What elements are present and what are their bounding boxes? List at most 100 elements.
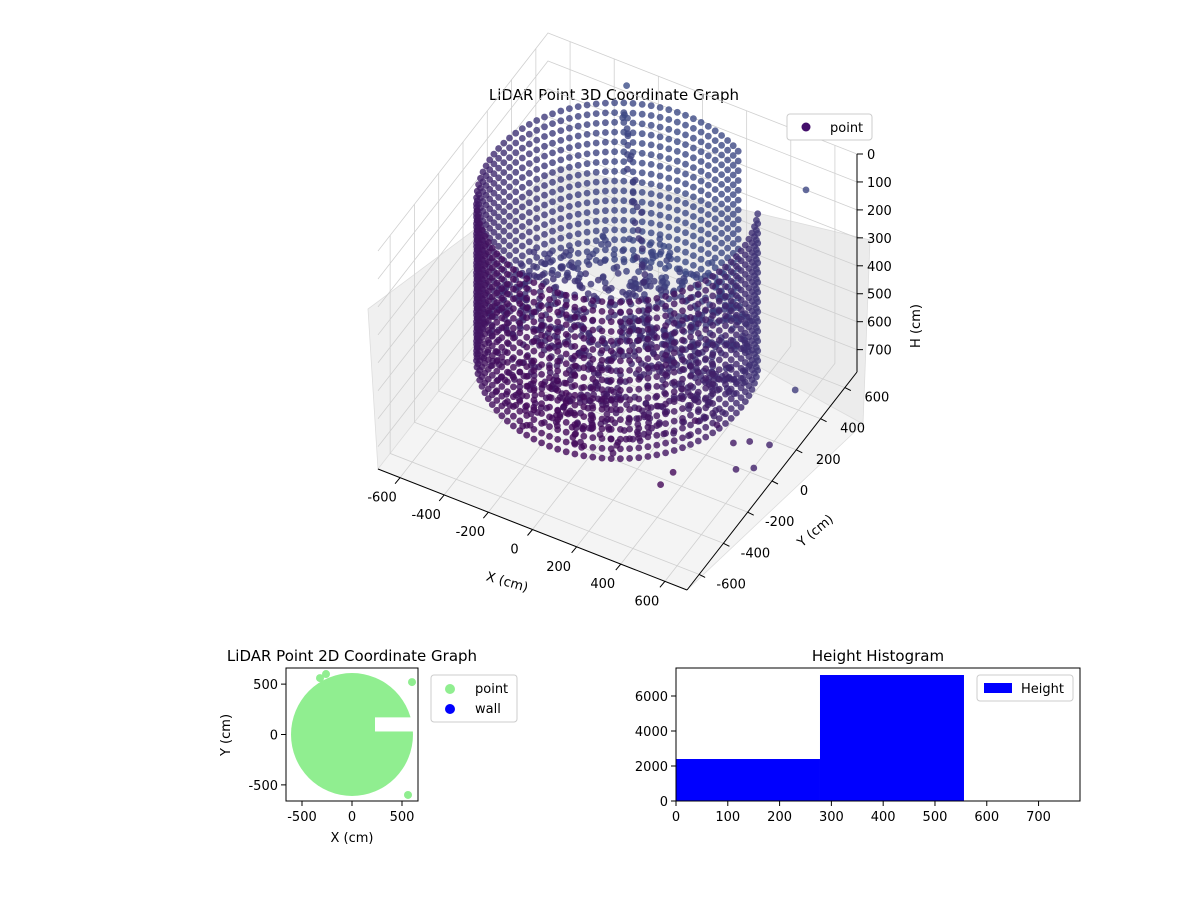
point-marker-3d (718, 190, 725, 198)
point-marker-3d (554, 328, 562, 336)
point-marker-3d (548, 269, 556, 277)
point-marker-3d (562, 448, 570, 456)
point-marker-3d (571, 382, 579, 389)
point-marker-3d (629, 139, 637, 146)
point-marker-3d (653, 373, 661, 380)
point-marker-3d (583, 170, 591, 177)
plot-3d: LiDAR Point 3D Coordinate Graph -600-400… (367, 32, 924, 609)
point-marker-3d (737, 247, 745, 255)
point-marker-2d (316, 674, 324, 683)
point-marker-3d (571, 411, 579, 419)
point-marker-3d (729, 161, 737, 169)
point-marker-3d (506, 232, 513, 240)
point-marker-3d (647, 161, 655, 168)
x-tick-label-histogram: 700 (1026, 810, 1051, 825)
point-marker-3d (571, 294, 579, 301)
point-marker-3d (647, 141, 655, 149)
point-marker-3d (617, 308, 624, 316)
point-marker-3d (687, 372, 694, 380)
point-marker-3d (631, 219, 639, 227)
point-marker-3d (709, 361, 717, 368)
point-marker-3d (682, 209, 689, 217)
point-marker-3d (729, 171, 737, 179)
point-marker-3d (583, 101, 591, 109)
point-marker-3d (518, 223, 526, 230)
point-marker-3d (687, 382, 694, 390)
point-marker-3d (546, 345, 553, 352)
point-marker-3d (635, 395, 643, 403)
point-marker-3d (708, 259, 716, 266)
point-marker-3d (656, 113, 664, 121)
point-marker-3d (533, 185, 541, 193)
point-marker-3d (473, 200, 480, 208)
point-marker-3d (498, 295, 506, 302)
point-marker-3d (541, 221, 548, 229)
point-marker-3d (679, 297, 686, 305)
point-marker-3d (638, 159, 646, 167)
grid-line-z (377, 32, 858, 252)
point-marker-3d (737, 296, 745, 304)
point-marker-3d (592, 149, 600, 157)
point-marker-3d (617, 406, 624, 414)
point-marker-3d (580, 295, 588, 303)
legend-2d-point-marker (445, 684, 455, 694)
point-marker-3d (566, 212, 573, 220)
point-marker-3d (727, 268, 735, 275)
point-marker-3d (518, 125, 526, 132)
point-marker-3d (583, 228, 591, 236)
point-marker-3d (611, 236, 618, 244)
point-marker-3d (694, 339, 702, 347)
point-marker-3d (694, 378, 702, 386)
point-marker-3d (477, 174, 484, 182)
y-tick-label-3d: -200 (765, 515, 795, 530)
point-marker-3d (510, 295, 517, 303)
point-marker-3d (734, 235, 742, 243)
point-marker-3d (533, 224, 541, 232)
point-marker-3d (518, 242, 526, 250)
point-marker-3d (729, 230, 737, 238)
point-marker-3d (602, 207, 609, 215)
point-marker-3d (715, 288, 723, 295)
point-marker-3d (602, 168, 609, 176)
point-cloud-3d (473, 82, 810, 488)
point-marker-3d (557, 205, 565, 213)
point-marker-3d (679, 317, 686, 324)
point-marker-3d (530, 248, 538, 256)
point-marker-3d (488, 313, 496, 320)
x-tick-3d (659, 581, 666, 588)
point-marker-3d (533, 205, 541, 213)
x-tick-label-histogram: 400 (871, 810, 896, 825)
point-marker-3d (673, 216, 681, 224)
point-marker-3d (554, 396, 562, 404)
point-marker-3d (554, 416, 562, 424)
point-marker-3d (635, 376, 643, 383)
point-marker-3d (598, 386, 606, 393)
point-marker-3d (495, 174, 502, 182)
point-marker-3d (733, 321, 740, 329)
point-marker-3d (518, 193, 526, 201)
point-marker-3d (682, 151, 689, 158)
point-marker-3d (510, 315, 517, 322)
point-marker-3d (549, 188, 556, 196)
point-marker-3d (665, 184, 673, 192)
point-marker-3d (510, 422, 517, 430)
point-marker-3d (493, 318, 501, 326)
point-marker-3d (580, 354, 588, 362)
point-marker-3d (611, 138, 618, 146)
point-marker-3d (704, 152, 712, 160)
point-marker-3d (488, 303, 496, 311)
point-marker-3d (694, 388, 702, 396)
point-marker-3d (549, 159, 556, 167)
point-marker-3d (626, 425, 633, 433)
y-tick-label-3d: 200 (816, 453, 841, 468)
point-marker-3d (598, 298, 606, 305)
x-tick-label-3d: 400 (590, 577, 615, 592)
point-marker-3d (737, 286, 745, 294)
point-marker-3d (644, 384, 652, 392)
point-marker-3d (523, 353, 531, 361)
legend-height-label: Height (1021, 682, 1064, 697)
point-marker-3d (562, 301, 570, 309)
point-marker-3d (541, 211, 548, 219)
point-marker-3d (557, 107, 565, 115)
